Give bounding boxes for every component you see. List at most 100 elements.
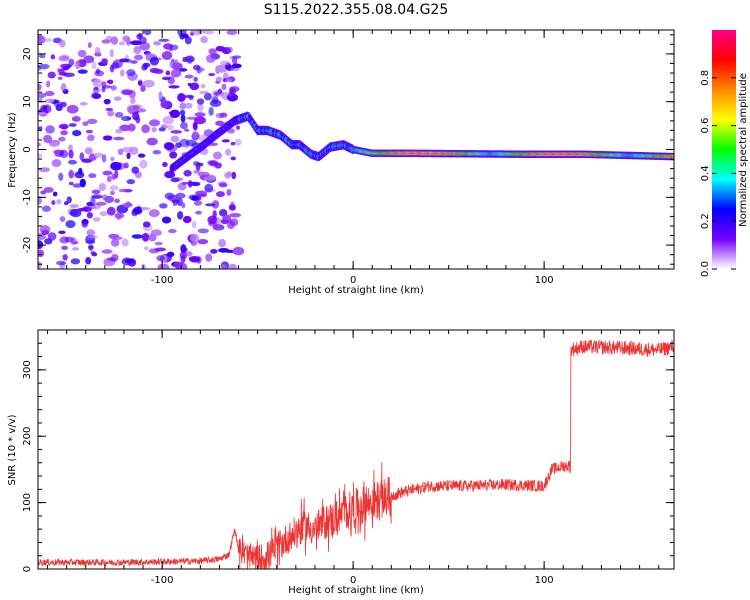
noise-blob [191, 220, 197, 229]
noise-blob [214, 92, 219, 96]
noise-blob [138, 206, 151, 211]
figure-title: S115.2022.355.08.04.G25 [264, 2, 449, 18]
noise-blob [110, 236, 123, 241]
noise-blob [119, 124, 131, 132]
noise-blob [105, 107, 114, 112]
noise-blob [189, 233, 200, 243]
noise-blob [109, 185, 119, 191]
noise-blob [132, 111, 140, 121]
noise-blob [137, 80, 143, 86]
noise-blob [57, 68, 65, 74]
noise-blob [148, 209, 160, 218]
noise-blob [94, 86, 99, 91]
noise-blob [62, 254, 68, 261]
noise-blob [153, 68, 164, 74]
noise-blob [231, 63, 242, 69]
noise-blob [221, 139, 230, 143]
noise-blob [179, 109, 186, 116]
noise-blob [38, 97, 43, 103]
noise-blob [67, 159, 78, 165]
noise-blob [93, 152, 104, 158]
y-tick-label: 100 [22, 493, 33, 512]
noise-blob [161, 76, 171, 81]
noise-blob [111, 62, 120, 70]
spectrogram-heatmap [38, 30, 674, 269]
noise-blob [225, 78, 232, 83]
noise-blob [215, 120, 225, 127]
noise-blob [142, 79, 155, 88]
noise-blob [167, 194, 179, 202]
y-tick-label: -10 [22, 189, 33, 205]
noise-blob [71, 241, 79, 245]
noise-blob [68, 58, 75, 67]
noise-blob [68, 181, 74, 186]
snr-y-label: SNR (10 * v/v) [7, 414, 18, 485]
noise-blob [77, 69, 88, 74]
noise-blob [51, 200, 56, 206]
noise-blob [87, 235, 98, 239]
noise-blob [176, 197, 183, 207]
noise-blob [72, 183, 83, 188]
noise-blob [85, 239, 96, 245]
noise-blob [168, 61, 174, 68]
noise-blob [225, 148, 232, 156]
noise-blob [91, 252, 98, 257]
noise-blob [235, 125, 241, 130]
noise-blob [47, 71, 56, 79]
noise-blob [103, 98, 111, 105]
noise-blob [179, 33, 185, 40]
noise-blob [192, 130, 199, 140]
noise-blob [184, 102, 193, 109]
noise-blob [61, 245, 69, 251]
noise-blob [69, 204, 79, 208]
noise-blob [125, 201, 132, 208]
noise-blob [212, 224, 225, 231]
noise-blob [124, 258, 135, 264]
noise-blob [111, 173, 116, 180]
noise-blob [101, 249, 113, 254]
noise-blob [207, 215, 218, 225]
noise-blob [87, 118, 98, 125]
noise-blob [43, 186, 54, 193]
noise-blob [106, 206, 116, 216]
noise-blob [133, 46, 142, 54]
noise-blob [71, 116, 81, 122]
noise-blob [141, 64, 148, 71]
noise-blob [158, 127, 166, 132]
noise-blob [197, 30, 206, 34]
noise-blob [98, 183, 107, 192]
noise-blob [138, 36, 147, 44]
noise-blob [220, 60, 231, 66]
noise-blob [52, 191, 58, 197]
noise-blob [197, 239, 209, 245]
noise-blob [176, 210, 184, 220]
noise-blob [68, 149, 74, 159]
noise-blob [215, 76, 223, 83]
x-tick-label: 100 [535, 575, 554, 586]
spectrogram-x-ticks: -100 0 100 [47, 30, 660, 286]
noise-blob [65, 220, 76, 229]
noise-blob [228, 204, 236, 211]
noise-blob [204, 203, 216, 207]
noise-blob [81, 221, 88, 228]
noise-blob [232, 246, 245, 256]
noise-blob [68, 123, 77, 127]
noise-blob [184, 128, 190, 132]
noise-blob [60, 83, 67, 92]
noise-blob [184, 36, 192, 45]
noise-blob [114, 198, 120, 204]
noise-blob [59, 216, 66, 223]
noise-blob [79, 152, 85, 161]
noise-blob [140, 85, 146, 92]
noise-blob [94, 46, 101, 56]
noise-blob [226, 46, 233, 53]
noise-blob [139, 41, 151, 51]
noise-blob [197, 103, 204, 112]
noise-blob [185, 139, 197, 147]
noise-blob [110, 36, 119, 45]
noise-blob [189, 82, 200, 91]
snr-y-ticks: 0 100 200 300 [22, 329, 674, 572]
noise-blob [224, 172, 232, 179]
